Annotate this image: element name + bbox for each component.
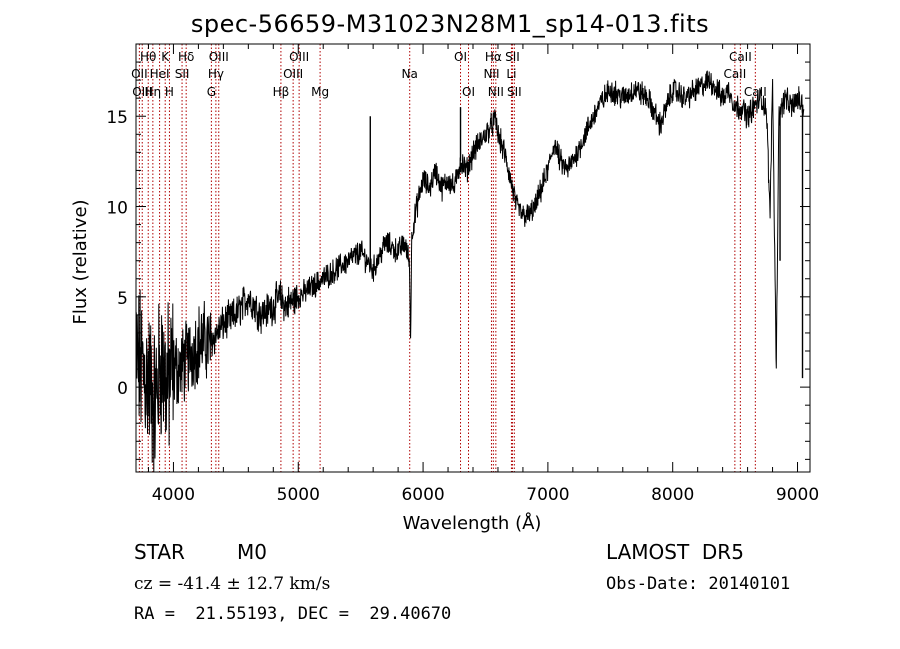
object-class: STAR bbox=[134, 540, 185, 564]
line-label: Hβ bbox=[273, 85, 290, 99]
line-label: NII bbox=[483, 67, 499, 81]
ra-dec-coordinates: RA = 21.55193, DEC = 29.40670 bbox=[134, 604, 452, 624]
redshift-cz: cz = -41.4 ± 12.7 km/s bbox=[134, 574, 331, 594]
line-label: Hα bbox=[485, 50, 502, 64]
x-tick-label: 9000 bbox=[776, 485, 819, 505]
line-label: H bbox=[165, 85, 174, 99]
line-label: OI bbox=[454, 50, 467, 64]
line-label: OI bbox=[462, 85, 475, 99]
line-label: NII bbox=[488, 85, 504, 99]
line-label: Hγ bbox=[208, 67, 224, 81]
line-label: Hθ bbox=[140, 50, 156, 64]
y-tick-label: 0 bbox=[117, 379, 128, 399]
line-label: CaII bbox=[744, 85, 767, 99]
x-tick-label: 7000 bbox=[526, 485, 569, 505]
y-tick-label: 10 bbox=[106, 199, 128, 219]
axes-group: 4000 5000 6000 7000 8000 9000 0 5 10 15 bbox=[106, 43, 819, 505]
spectrum-series bbox=[135, 70, 805, 473]
line-label: OIII bbox=[283, 67, 303, 81]
line-label: SII bbox=[175, 67, 190, 81]
line-label: OIII bbox=[132, 85, 152, 99]
line-label: CaII bbox=[723, 67, 746, 81]
survey-name: LAMOST DR5 bbox=[606, 540, 744, 564]
line-label: Li bbox=[506, 67, 516, 81]
y-tick-label: 5 bbox=[117, 289, 128, 309]
line-label: HeI bbox=[150, 67, 170, 81]
line-label: OII bbox=[131, 67, 148, 81]
x-tick-label: 5000 bbox=[277, 485, 320, 505]
x-axis-label: Wavelength (Å) bbox=[403, 512, 542, 534]
line-marker-group bbox=[138, 44, 756, 472]
line-label: Na bbox=[402, 67, 418, 81]
line-label: SII bbox=[505, 50, 520, 64]
line-label: Hη bbox=[145, 85, 162, 99]
x-tick-label: 6000 bbox=[401, 485, 444, 505]
x-tick-label: 8000 bbox=[651, 485, 694, 505]
line-label: Mg bbox=[311, 85, 329, 99]
line-label: CaII bbox=[729, 50, 752, 64]
object-subclass: M0 bbox=[237, 540, 267, 564]
line-label: Hδ bbox=[178, 50, 194, 64]
y-axis-label: Flux (relative) bbox=[70, 199, 91, 324]
line-label: OIII bbox=[289, 50, 309, 64]
plot-frame bbox=[135, 43, 811, 473]
page-title: spec-56659-M31023N28M1_sp14-013.fits bbox=[190, 10, 710, 38]
line-label: SII bbox=[507, 85, 522, 99]
line-label: OIII bbox=[209, 50, 229, 64]
line-label: K bbox=[161, 50, 170, 64]
obs-date: Obs-Date: 20140101 bbox=[606, 574, 791, 594]
x-tick-label: 4000 bbox=[152, 485, 195, 505]
spectrum-line bbox=[135, 70, 805, 473]
y-tick-label: 15 bbox=[106, 108, 128, 128]
line-label: G bbox=[207, 85, 216, 99]
